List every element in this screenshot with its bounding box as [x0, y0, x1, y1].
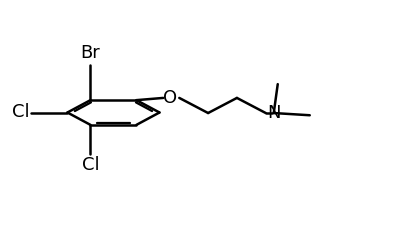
Text: O: O — [164, 89, 178, 107]
Text: Cl: Cl — [82, 156, 99, 174]
Text: Cl: Cl — [12, 104, 29, 122]
Text: Br: Br — [81, 44, 100, 62]
Text: N: N — [267, 104, 280, 122]
